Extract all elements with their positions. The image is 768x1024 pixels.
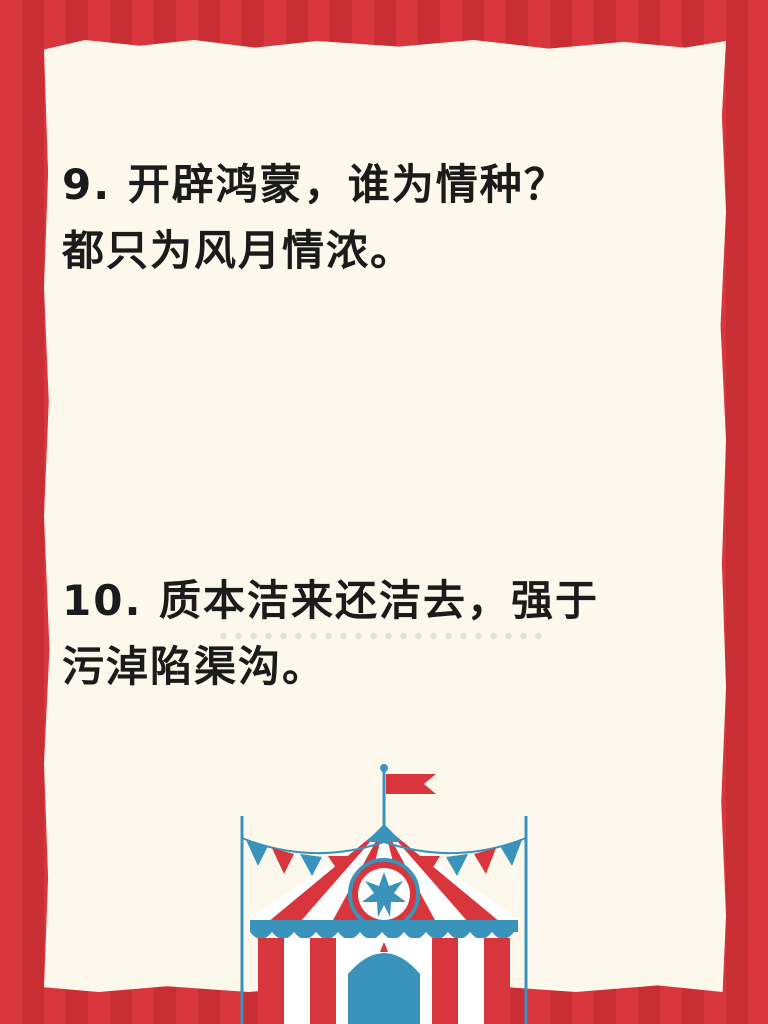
verse-9-line-1: 9. 开辟鸿蒙，谁为情种？ — [62, 160, 568, 209]
circus-tent-icon — [240, 764, 528, 1024]
verse-10-line-1: 10. 质本洁来还洁去，强于 — [62, 576, 600, 625]
verse-9-line-2: 都只为风月情浓。 — [62, 226, 415, 275]
verse-10-line-2: 污淖陷渠沟。 — [62, 642, 327, 691]
dotted-divider — [216, 631, 546, 641]
verse-10: 10. 质本洁来还洁去，强于 污淖陷渠沟。 — [62, 568, 682, 700]
verse-9: 9. 开辟鸿蒙，谁为情种？ 都只为风月情浓。 — [62, 152, 682, 284]
